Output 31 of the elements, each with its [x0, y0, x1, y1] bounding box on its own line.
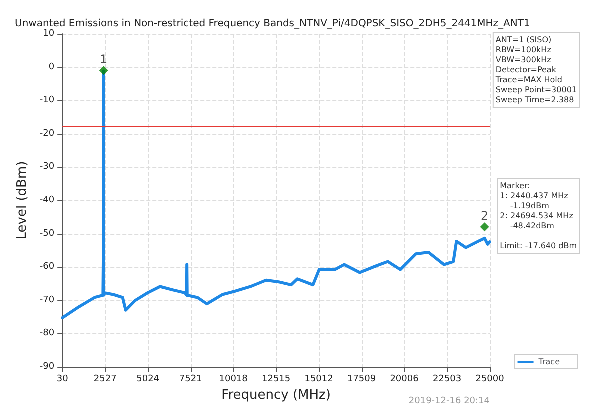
text: ANT=1 (SISO) RBW=100kHz VBW=300kHz Detector=Peak Trace=MAX Hold Sweep Point=30001 Sweep Time=2.388 [494, 36, 578, 104]
y-tick-label: -20 [40, 128, 55, 139]
y-tick-label: -60 [40, 262, 55, 272]
annotation: 2 [480, 209, 489, 224]
y-tick-label: -70 [40, 295, 55, 306]
x-tick-label: 17509 [347, 374, 376, 384]
y-tick-label: -40 [40, 196, 55, 206]
x-tick-label: 2527 [94, 374, 117, 384]
y-axis-title: Level (dBm) [15, 161, 30, 240]
y-tick-label: -50 [40, 228, 55, 239]
x-tick-label: 12515 [262, 374, 291, 384]
y-tick-label: 0 [48, 62, 55, 72]
y-tick-label: -80 [40, 328, 55, 339]
annotation: 1 [100, 52, 108, 67]
x-tick-label: 20006 [390, 374, 420, 384]
x-tick-label: 7521 [179, 374, 202, 384]
x-tick-label: 30 [56, 374, 69, 384]
x-axis-title: Frequency (MHz) [222, 388, 331, 403]
text: 2019-12-16 20:14 [408, 396, 490, 406]
x-tick-label: 25000 [476, 374, 505, 384]
legend-label: Trace [538, 358, 560, 366]
text: Marker: 1: 2440.437 MHz -1.19dBm 2: 24694.534 MHz -48.42dBm Limit: -17.640 dBm [500, 182, 578, 250]
chart-title: Unwanted Emissions in Non-restricted Frequency Bands_NTNV_Pi/4DQPSK_SISO_2DH5_2441MHz_ANT1 [15, 18, 530, 30]
x-tick-label: 22503 [432, 374, 462, 384]
y-tick-label: -10 [40, 96, 55, 106]
x-tick-label: 5024 [136, 374, 160, 384]
y-tick-label: 10 [43, 29, 55, 39]
x-tick-label: 10018 [219, 374, 248, 384]
y-tick-label: -30 [40, 162, 55, 172]
x-tick-label: 15012 [304, 374, 334, 384]
y-tick-label: -90 [40, 362, 55, 372]
